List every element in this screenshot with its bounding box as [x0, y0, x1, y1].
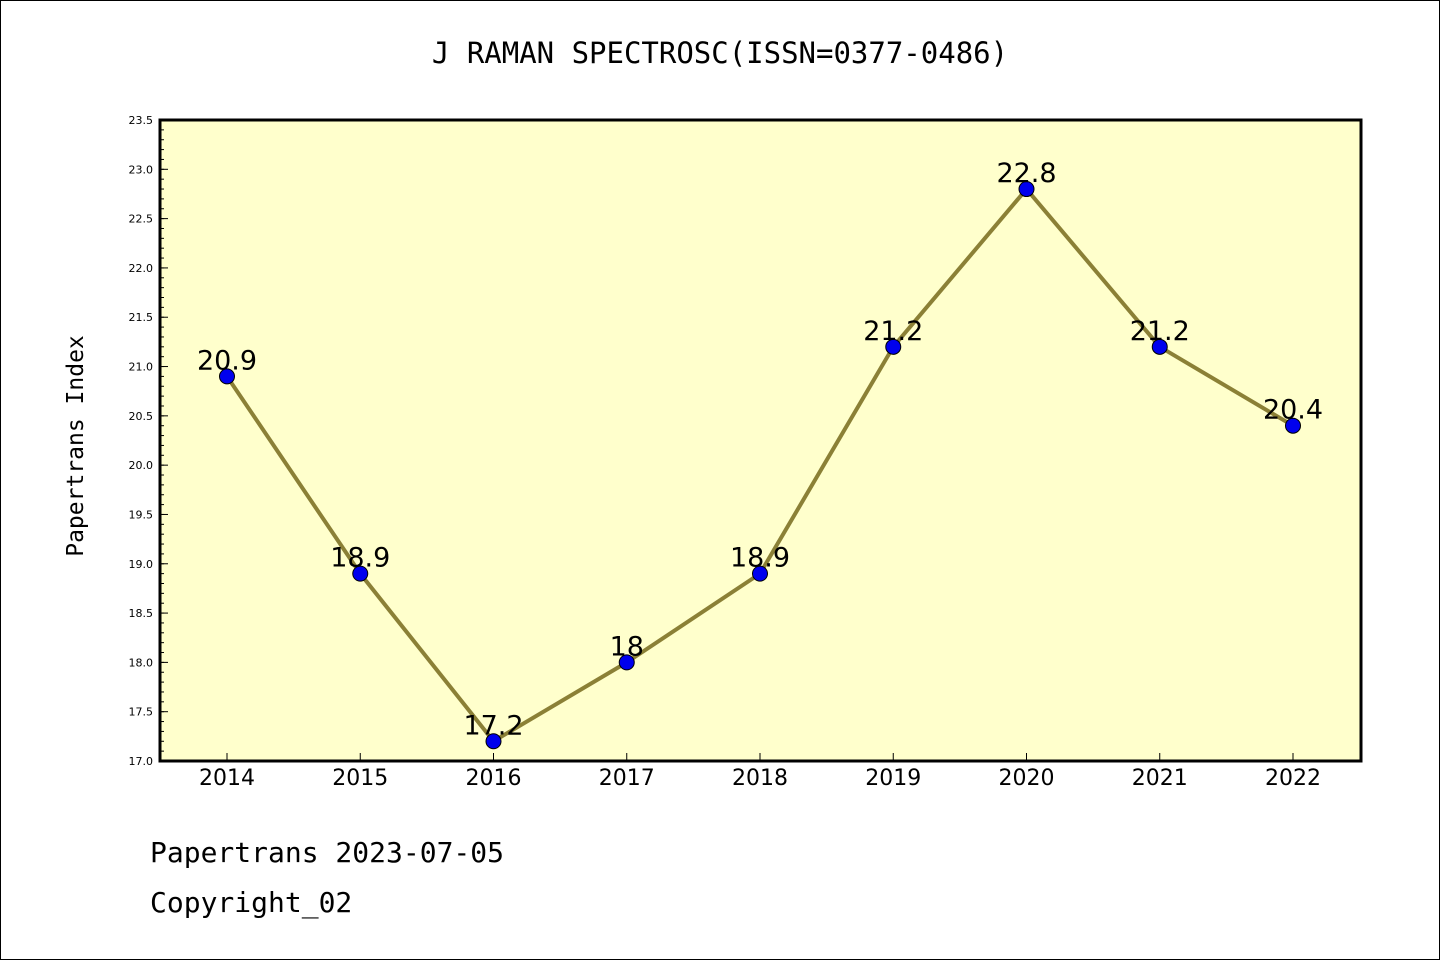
data-point — [752, 565, 768, 582]
y-tick-label: 18.5 — [129, 607, 154, 620]
footer-date: Papertrans 2023-07-05 — [150, 836, 505, 869]
x-tick-label: 2016 — [466, 766, 522, 791]
x-tick-label: 2015 — [332, 766, 388, 791]
y-tick-label: 23.5 — [129, 114, 154, 127]
data-point — [1151, 338, 1168, 355]
y-tick-label: 17.0 — [129, 755, 154, 768]
x-tick-label: 2021 — [1132, 766, 1188, 791]
data-label: 20.9 — [197, 345, 257, 376]
y-tick-label: 21.0 — [129, 361, 154, 374]
y-tick-label: 19.0 — [129, 558, 154, 571]
series-line-group: 20.9 18.9 17.2 18 18.9 21.2 22.8 21.2 20.4 — [197, 158, 1323, 750]
y-tick-label: 19.5 — [129, 508, 154, 521]
data-label: 21.2 — [863, 316, 923, 347]
x-tick-label: 2018 — [732, 766, 788, 791]
y-axis-ticks: 17.0 17.5 18.0 18.5 19.0 19.5 20.0 20.5 21.0 21.5… — [129, 114, 168, 768]
x-tick-label: 2020 — [999, 766, 1055, 791]
y-tick-label: 20.0 — [129, 459, 154, 472]
y-tick-label: 20.5 — [129, 410, 154, 423]
x-axis-ticks: 2014 2015 2016 2017 2018 2019 2020 2021 2022 — [199, 753, 1321, 791]
data-point — [885, 338, 902, 355]
x-tick-label: 2019 — [865, 766, 921, 791]
data-label: 22.8 — [996, 158, 1056, 189]
y-tick-label: 22.5 — [129, 213, 154, 226]
data-point — [352, 565, 369, 582]
data-point — [1285, 417, 1301, 434]
y-tick-label: 17.5 — [129, 706, 154, 719]
y-tick-label: 18.0 — [129, 656, 154, 669]
y-tick-label: 23.0 — [129, 163, 154, 176]
data-label: 17.2 — [463, 710, 523, 741]
x-tick-label: 2014 — [199, 766, 255, 791]
x-tick-label: 2017 — [599, 766, 655, 791]
data-point — [1018, 181, 1035, 198]
data-point — [219, 368, 235, 385]
data-point — [485, 733, 502, 750]
plot-area — [160, 120, 1361, 761]
footer-copyright: Copyright_02 — [150, 886, 353, 919]
y-tick-label: 21.5 — [129, 311, 154, 324]
plot-border — [158, 118, 1363, 763]
x-tick-label: 2022 — [1265, 766, 1321, 791]
data-label: 18.9 — [730, 543, 790, 574]
data-label: 21.2 — [1130, 316, 1190, 347]
data-point — [618, 654, 635, 671]
y-tick-label: 22.0 — [129, 262, 154, 275]
chart-title: J RAMAN SPECTROSC(ISSN=0377-0486) — [431, 36, 1009, 70]
data-label: 20.4 — [1263, 395, 1323, 426]
data-label: 18 — [610, 631, 644, 662]
data-label: 18.9 — [330, 543, 390, 574]
